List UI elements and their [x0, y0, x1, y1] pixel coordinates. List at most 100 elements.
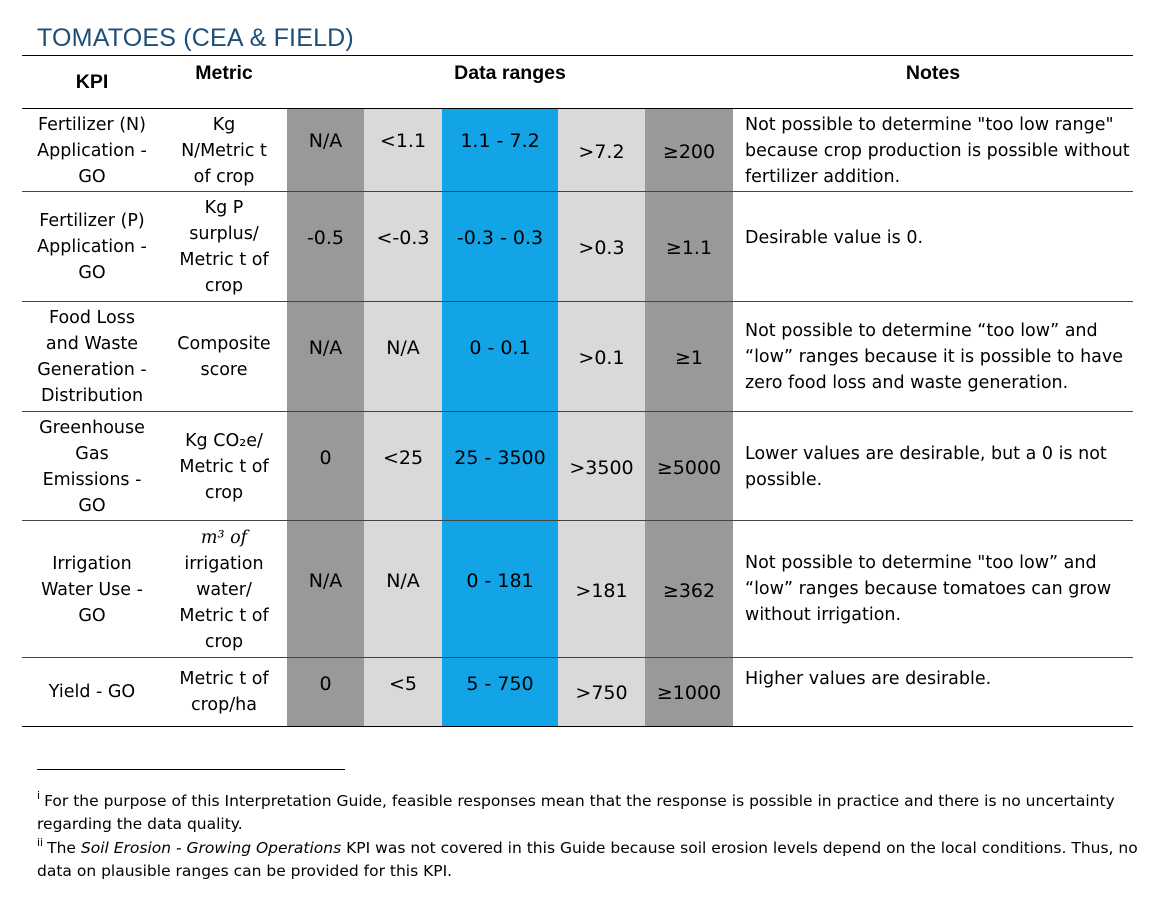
metric-cell: Composite score	[162, 304, 286, 410]
range-high: >0.1	[578, 347, 625, 369]
kpi-line: Distribution	[40, 386, 144, 406]
row-rule	[22, 191, 1133, 192]
range-too-high: ≥200	[662, 141, 716, 163]
range-too-low: -0.5	[306, 227, 345, 249]
kpi-line: Fertilizer (N)	[38, 115, 146, 135]
range-too-high: ≥1	[674, 347, 703, 369]
row-rule	[22, 301, 1133, 302]
metric-line: score	[200, 360, 248, 380]
footnote-mark: i	[37, 789, 41, 802]
range-too-high: ≥1.1	[665, 237, 713, 259]
metric-line: surplus/	[189, 224, 259, 244]
metric-line: irrigation	[184, 554, 264, 574]
metric-line: m³ of	[200, 528, 248, 548]
range-band-col-2	[364, 108, 442, 726]
range-too-high: ≥5000	[656, 457, 722, 479]
range-low: N/A	[386, 337, 420, 359]
kpi-line: Irrigation	[52, 554, 132, 574]
kpi-line: GO	[78, 606, 106, 626]
kpi-line: and Waste	[45, 334, 139, 354]
metric-cell: Kg CO₂e/Metric t of crop	[162, 414, 286, 519]
header-kpi: KPI	[75, 71, 109, 93]
range-desirable: -0.3 - 0.3	[456, 227, 544, 249]
range-low: <25	[382, 447, 424, 469]
kpi-line: GO	[78, 495, 106, 516]
metric-line: of crop	[193, 167, 255, 187]
metric-cell: m³ of irrigation water/Metric t of crop	[162, 524, 286, 656]
range-too-low: N/A	[308, 570, 343, 592]
range-low: N/A	[386, 570, 420, 592]
row-rule	[22, 657, 1133, 658]
kpi-cell: Fertilizer (P) Application - GO	[22, 194, 162, 300]
kpi-line: GO	[78, 263, 106, 283]
footnote-mark: ii	[37, 836, 44, 849]
range-too-low: N/A	[308, 337, 343, 359]
range-too-high: ≥1000	[656, 682, 722, 704]
range-low: <5	[388, 673, 417, 695]
kpi-line: GO	[78, 167, 106, 187]
range-low: <-0.3	[376, 227, 430, 249]
range-high: >7.2	[578, 141, 625, 163]
range-band-col-1	[287, 108, 364, 726]
range-too-high: ≥362	[662, 580, 716, 602]
notes-cell: Not possible to determine “too low” and …	[745, 321, 1124, 393]
metric-line: crop	[204, 632, 244, 652]
metric-line: Metric t of	[179, 250, 269, 270]
footnote-text: For the purpose of this Interpretation G…	[37, 792, 1115, 833]
kpi-cell: Irrigation Water Use - GO	[22, 524, 162, 656]
notes-cell: Not possible to determine "too low” and …	[745, 553, 1112, 625]
footnote-text-pre: The	[47, 839, 81, 857]
range-too-low: 0	[319, 447, 332, 469]
page-title: TOMATOES (CEA & FIELD)	[37, 24, 354, 52]
range-low: <1.1	[379, 130, 427, 152]
metric-line: Metric t of	[179, 669, 269, 689]
header-rule	[22, 108, 1133, 109]
kpi-cell: Greenhouse Gas Emissions - GO	[22, 414, 162, 519]
range-band-col-4	[558, 108, 645, 726]
header-data-ranges: Data ranges	[454, 62, 566, 84]
row-rule	[22, 411, 1133, 412]
metric-line: Composite	[177, 334, 271, 354]
metric-line: Metric t of	[179, 606, 269, 626]
range-high: >0.3	[578, 237, 625, 259]
notes-cell: Desirable value is 0.	[745, 228, 924, 248]
metric-cell: Metric t of crop/ha	[162, 666, 286, 718]
metric-cell: Kg P surplus/Metric t of crop	[162, 194, 286, 300]
row-rule	[22, 520, 1133, 521]
footnote-text-italic: Soil Erosion - Growing Operations	[80, 839, 342, 857]
kpi-cell: Food Loss and Waste Generation - Distributi…	[22, 304, 162, 410]
kpi-line: Application -	[37, 141, 147, 161]
metric-line: Metric t of	[179, 456, 269, 477]
kpi-cell: Fertilizer (N) Application - GO	[22, 112, 162, 190]
range-too-low: 0	[319, 673, 332, 695]
kpi-line: Water Use -	[41, 580, 143, 600]
header-notes: Notes	[905, 62, 961, 84]
kpi-line: Yield - GO	[48, 682, 136, 702]
metric-line: crop	[204, 276, 244, 296]
range-band-col-5	[645, 108, 733, 726]
metric-cell: Kg N/Metric t of crop	[162, 112, 286, 190]
range-desirable: 1.1 - 7.2	[460, 130, 540, 152]
metric-line: water/	[196, 580, 252, 600]
notes-cell: Not possible to determine "too low range…	[745, 115, 1130, 187]
footnote-i: i For the purpose of this Interpretation …	[37, 784, 1147, 836]
range-desirable: 25 - 3500	[454, 447, 546, 469]
table-bottom-rule	[22, 726, 1133, 727]
metric-line: Kg P	[204, 198, 244, 218]
range-high: >750	[575, 682, 628, 704]
notes-cell: Lower values are desirable, but a 0 is n…	[745, 444, 1107, 490]
kpi-line: Food Loss	[49, 308, 135, 328]
metric-line: Kg	[212, 115, 236, 135]
header-metric: Metric	[195, 62, 253, 84]
metric-line: Kg CO₂e/	[185, 430, 263, 451]
footnote-ii: ii The Soil Erosion - Growing Operations …	[37, 831, 1147, 883]
range-desirable: 0 - 181	[466, 570, 534, 592]
kpi-cell: Yield - GO	[22, 679, 162, 705]
range-high: >3500	[569, 457, 634, 479]
kpi-line: Gas	[75, 443, 109, 464]
kpi-line: Greenhouse	[39, 417, 145, 438]
notes-cell: Higher values are desirable.	[745, 669, 992, 689]
kpi-line: Generation -	[37, 360, 147, 380]
metric-line: crop	[204, 482, 244, 503]
metric-line: crop/ha	[191, 695, 257, 715]
